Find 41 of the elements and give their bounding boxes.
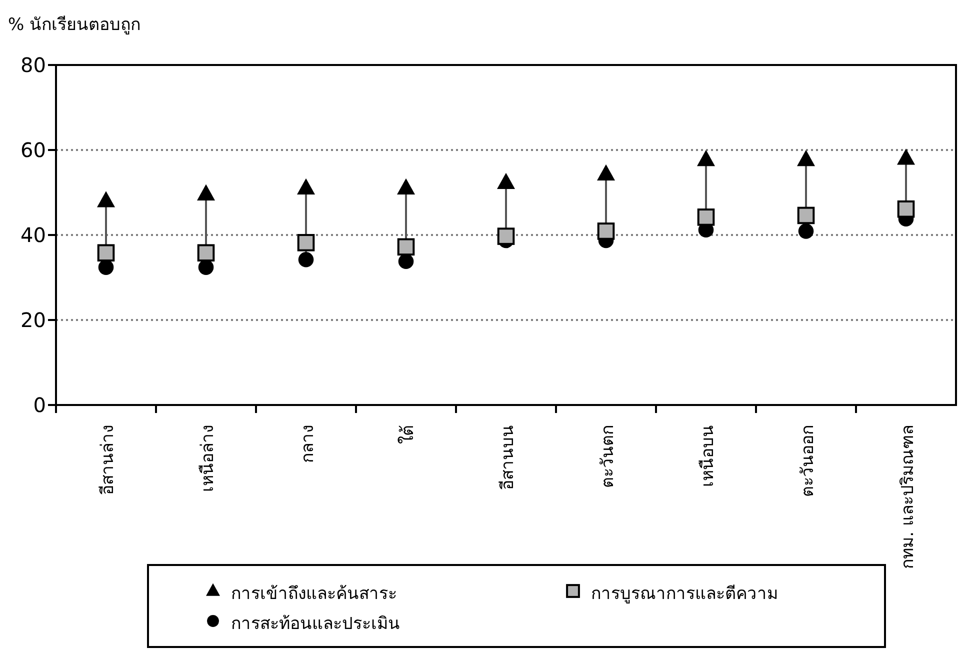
y-axis-title: % นักเรียนตอบถูก (8, 15, 141, 35)
point (397, 238, 415, 256)
point (197, 244, 215, 262)
point (597, 222, 615, 240)
legend-label: การสะท้อนและประเมิน (231, 614, 400, 634)
point (697, 150, 715, 166)
x-tick-label: อีสานล่าง (98, 425, 118, 495)
point (197, 184, 215, 200)
y-tick-label: 60 (20, 138, 46, 162)
x-tick-label: ตะวันตก (598, 425, 618, 488)
point (98, 260, 114, 275)
y-tick-label: 80 (20, 53, 46, 77)
point (97, 191, 115, 208)
point (797, 150, 815, 166)
point (497, 228, 515, 245)
x-tick-label: เหนือล่าง (198, 425, 218, 492)
x-tick-label: ตะวันออก (798, 425, 818, 497)
point (297, 234, 315, 252)
point (397, 178, 415, 195)
point (797, 206, 815, 224)
point (897, 148, 915, 165)
point (798, 224, 814, 239)
y-tick-label: 20 (20, 308, 46, 332)
y-tick-label: 0 (33, 393, 46, 417)
point (897, 200, 915, 218)
point (297, 178, 315, 195)
point (198, 260, 214, 275)
point (298, 252, 314, 268)
point (697, 208, 715, 226)
point (97, 244, 115, 262)
y-tick-label: 40 (20, 223, 46, 247)
x-tick-label: ใต้ (397, 425, 418, 444)
x-tick-label: กลาง (298, 425, 318, 463)
point (497, 172, 515, 190)
point (597, 164, 615, 181)
x-tick-label: อีสานบน (498, 425, 518, 490)
x-tick-label: กทม. และปริมณฑล (898, 425, 918, 569)
x-tick-label: เหนือบน (698, 425, 718, 487)
legend-label: การเข้าถึงและค้นสาระ (231, 584, 397, 604)
point (398, 254, 414, 269)
legend-label: การบูรณาการและตีความ (591, 584, 778, 604)
